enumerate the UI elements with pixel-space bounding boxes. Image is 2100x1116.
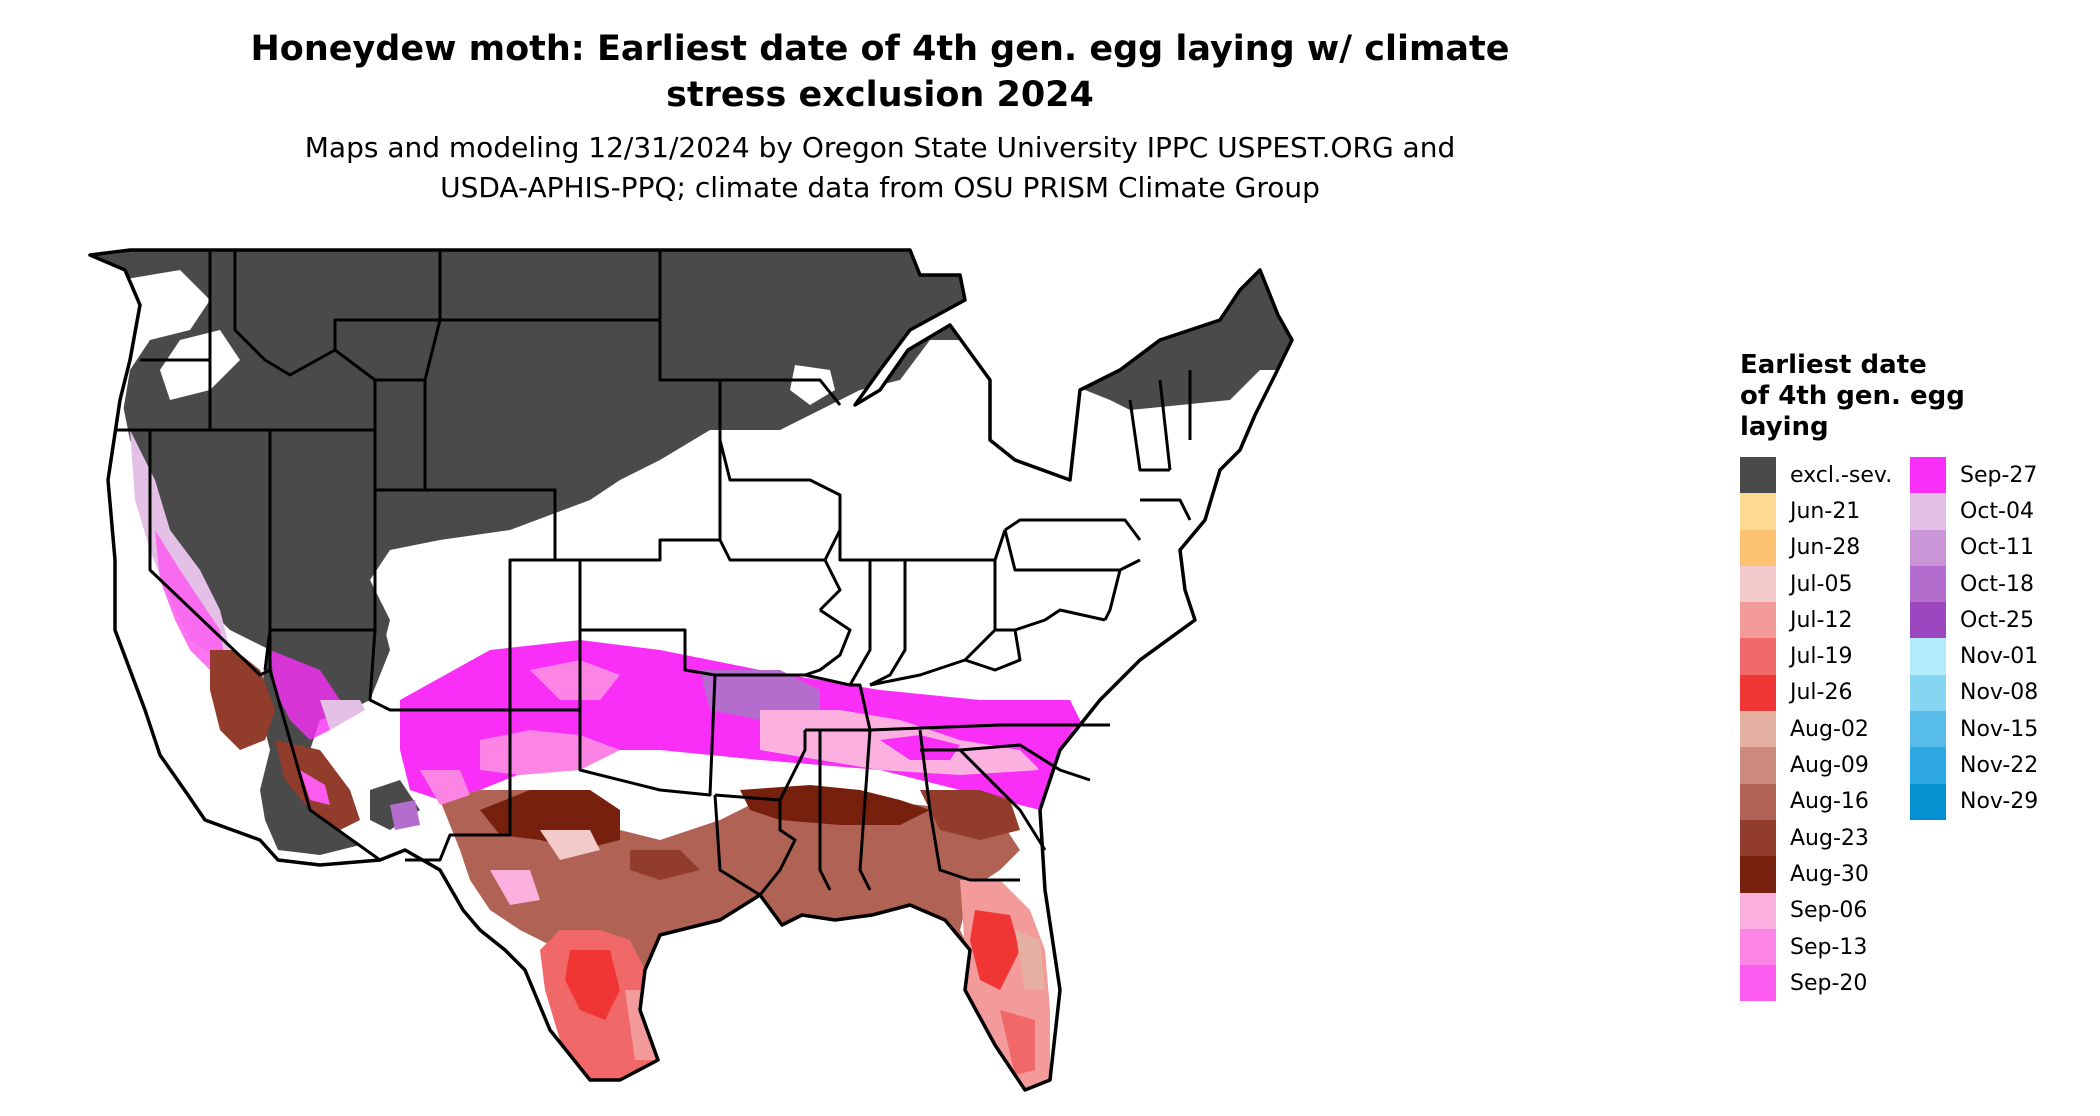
legend-title: Earliest date of 4th gen. egg laying bbox=[1740, 350, 2080, 443]
legend-item: Jun-21 bbox=[1740, 493, 1910, 530]
legend-swatch bbox=[1910, 602, 1946, 639]
legend-swatch bbox=[1740, 529, 1776, 566]
legend-swatch bbox=[1740, 965, 1776, 1002]
map-subtitle-line-1: Maps and modeling 12/31/2024 by Oregon S… bbox=[304, 131, 1456, 164]
legend-swatch bbox=[1910, 711, 1946, 748]
legend-item: Nov-22 bbox=[1910, 747, 2080, 784]
legend-swatch bbox=[1740, 565, 1776, 603]
legend-swatch bbox=[1740, 747, 1776, 784]
legend-item: Oct-04 bbox=[1910, 493, 2080, 530]
legend-item: Jul-26 bbox=[1740, 674, 1910, 712]
legend-label: Jul-05 bbox=[1790, 571, 1853, 597]
legend-item: Oct-11 bbox=[1910, 529, 2080, 566]
legend-item: Nov-08 bbox=[1910, 674, 2080, 712]
legend-item: Sep-27 bbox=[1910, 457, 2080, 494]
legend-item: Aug-09 bbox=[1740, 747, 1910, 784]
map-subtitle-line-2: USDA-APHIS-PPQ; climate data from OSU PR… bbox=[440, 171, 1320, 204]
legend-swatch bbox=[1910, 674, 1946, 712]
legend-swatch bbox=[1910, 638, 1946, 675]
legend-label: Oct-25 bbox=[1960, 607, 2034, 633]
legend-label: Nov-29 bbox=[1960, 789, 2039, 815]
legend-item: Oct-18 bbox=[1910, 565, 2080, 603]
legend-title-line-1: Earliest date bbox=[1740, 350, 1927, 380]
legend-label: Nov-22 bbox=[1960, 753, 2039, 779]
legend-swatch bbox=[1910, 565, 1946, 603]
legend-item: Oct-25 bbox=[1910, 602, 2080, 639]
map-subtitle: Maps and modeling 12/31/2024 by Oregon S… bbox=[40, 128, 1720, 208]
legend-label: Jul-19 bbox=[1790, 644, 1853, 670]
legend-label: Aug-02 bbox=[1790, 716, 1869, 742]
legend-swatch bbox=[1910, 529, 1946, 566]
legend-title-line-3: laying bbox=[1740, 412, 1829, 442]
legend-swatch bbox=[1740, 638, 1776, 675]
legend-swatch bbox=[1910, 783, 1946, 820]
legend-item: Aug-23 bbox=[1740, 819, 1910, 857]
legend-label: Sep-27 bbox=[1960, 462, 2038, 488]
legend-swatch bbox=[1910, 747, 1946, 784]
legend-title-line-2: of 4th gen. egg bbox=[1740, 381, 1965, 411]
legend-swatch bbox=[1740, 819, 1776, 857]
legend-swatch bbox=[1740, 856, 1776, 893]
legend-label: Oct-11 bbox=[1960, 535, 2034, 561]
legend-label: Sep-06 bbox=[1790, 898, 1868, 924]
legend-label: Jun-21 bbox=[1790, 498, 1861, 524]
legend-label: Sep-13 bbox=[1790, 934, 1868, 960]
legend-item: Nov-01 bbox=[1910, 638, 2080, 675]
legend-label: Oct-18 bbox=[1960, 571, 2034, 597]
legend-item: Nov-15 bbox=[1910, 711, 2080, 748]
legend-swatch bbox=[1910, 493, 1946, 530]
legend-item: Jul-19 bbox=[1740, 638, 1910, 675]
legend-item: Aug-30 bbox=[1740, 856, 1910, 893]
legend-label: Nov-15 bbox=[1960, 716, 2039, 742]
legend-item: Jun-28 bbox=[1740, 529, 1910, 566]
legend-label: excl.-sev. bbox=[1790, 462, 1893, 488]
us-map bbox=[88, 248, 1294, 1092]
legend-swatch bbox=[1740, 457, 1776, 494]
legend-item: excl.-sev. bbox=[1740, 457, 1910, 494]
legend-label: Aug-30 bbox=[1790, 861, 1869, 887]
legend-label: Jun-28 bbox=[1790, 535, 1861, 561]
state-boundaries bbox=[88, 248, 1294, 1092]
legend-swatch bbox=[1740, 602, 1776, 639]
california-band-oct bbox=[130, 430, 230, 660]
legend-label: Aug-09 bbox=[1790, 753, 1869, 779]
legend-swatch bbox=[1740, 783, 1776, 820]
legend-label: Jul-12 bbox=[1790, 607, 1853, 633]
legend-column-2: Sep-27 Oct-04 Oct-11 Oct-18 Oct-25 Nov-01 Nov-… bbox=[1910, 457, 2080, 1001]
map-title: Honeydew moth: Earliest date of 4th gen.… bbox=[40, 26, 1720, 118]
legend-column-1: excl.-sev. Jun-21 Jun-28 Jul-05 Jul-12 Jul-19… bbox=[1740, 457, 1910, 1002]
legend-swatch bbox=[1740, 711, 1776, 748]
legend-swatch bbox=[1740, 928, 1776, 966]
legend-swatch bbox=[1740, 892, 1776, 929]
map-title-line-2: stress exclusion 2024 bbox=[666, 75, 1094, 115]
map-title-line-1: Honeydew moth: Earliest date of 4th gen.… bbox=[250, 29, 1510, 69]
legend-swatch bbox=[1740, 493, 1776, 530]
legend-item: Nov-29 bbox=[1910, 783, 2080, 820]
legend-label: Sep-20 bbox=[1790, 970, 1868, 996]
legend-item: Jul-05 bbox=[1740, 565, 1910, 603]
california-band-sep bbox=[155, 530, 225, 670]
legend-label: Jul-26 bbox=[1790, 680, 1853, 706]
legend-swatch bbox=[1910, 457, 1946, 494]
legend-item: Jul-12 bbox=[1740, 602, 1910, 639]
legend-item: Aug-02 bbox=[1740, 711, 1910, 748]
legend-item: Sep-20 bbox=[1740, 965, 1910, 1002]
legend-label: Nov-01 bbox=[1960, 644, 2039, 670]
legend-swatch bbox=[1740, 674, 1776, 712]
legend-label: Oct-04 bbox=[1960, 498, 2034, 524]
legend-label: Nov-08 bbox=[1960, 680, 2039, 706]
legend-label: Aug-23 bbox=[1790, 825, 1869, 851]
legend-item: Sep-06 bbox=[1740, 892, 1910, 929]
map-legend: Earliest date of 4th gen. egg laying exc… bbox=[1740, 350, 2080, 1002]
legend-item: Aug-16 bbox=[1740, 783, 1910, 820]
legend-columns: excl.-sev. Jun-21 Jun-28 Jul-05 Jul-12 Jul-19… bbox=[1740, 457, 2080, 1002]
legend-item: Sep-13 bbox=[1740, 928, 1910, 966]
legend-label: Aug-16 bbox=[1790, 789, 1869, 815]
